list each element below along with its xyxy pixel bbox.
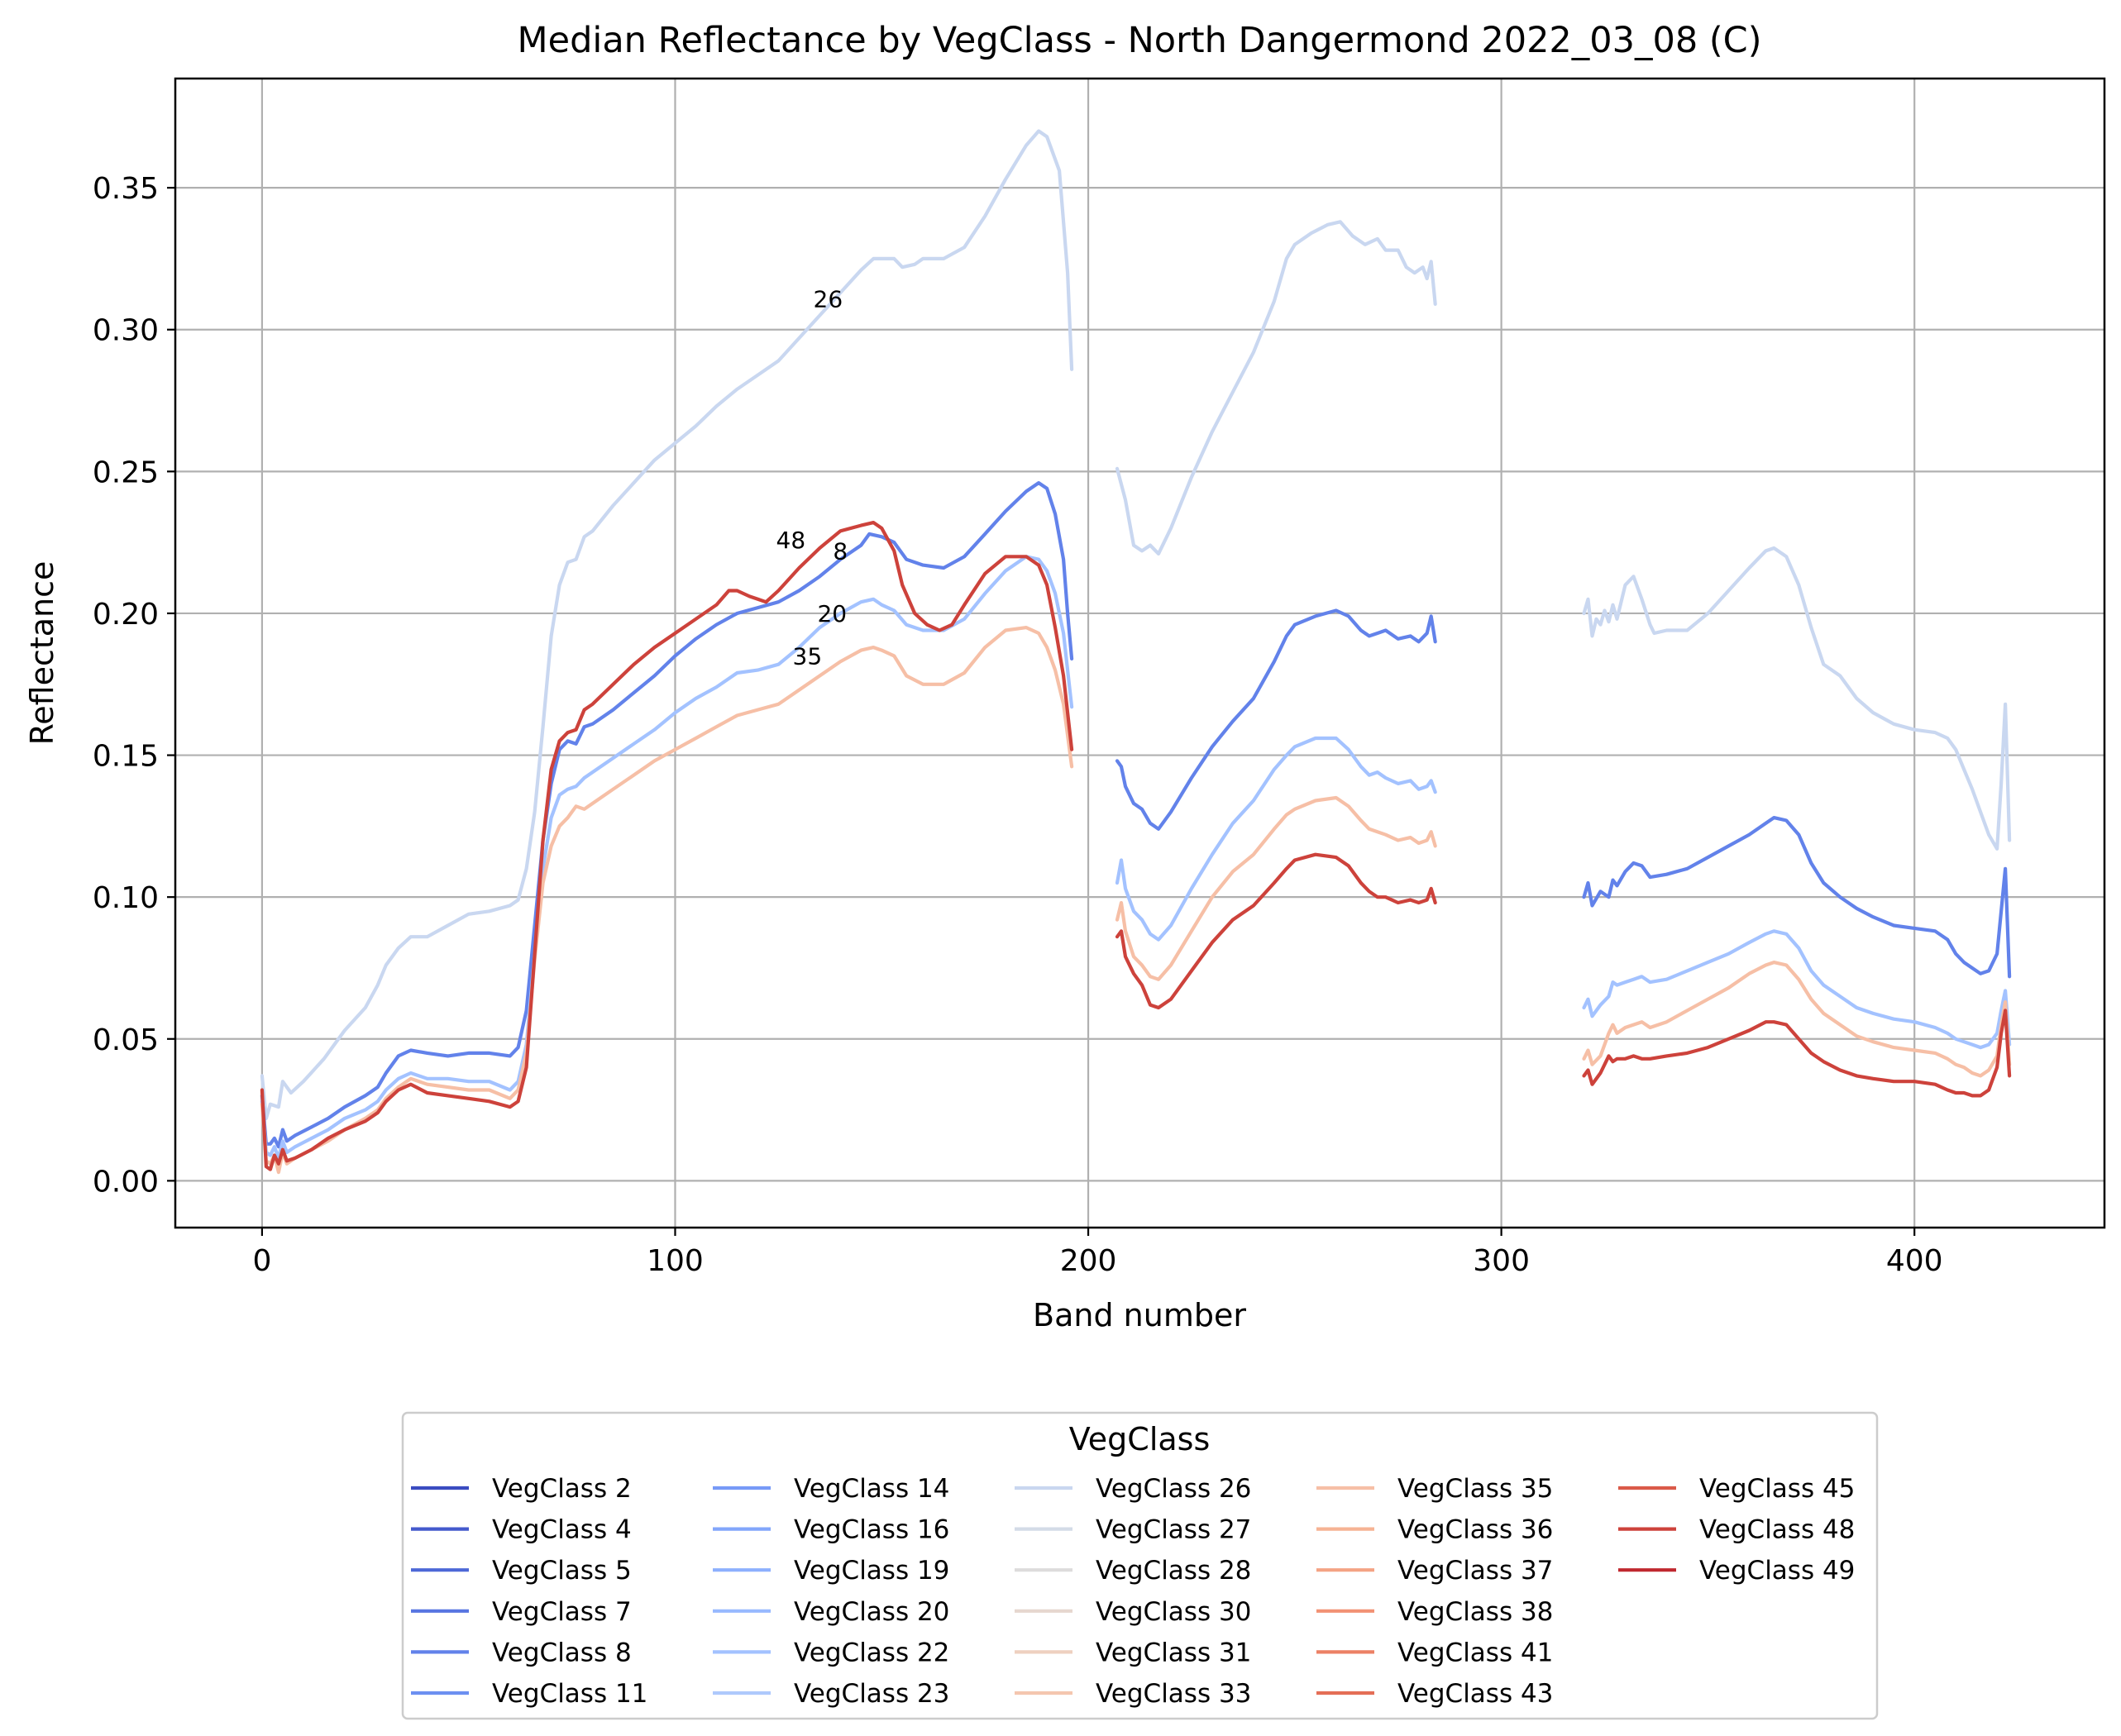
legend-label: VegClass 37 xyxy=(1397,1556,1553,1586)
y-tick-label: 0.20 xyxy=(93,598,159,632)
legend-entry: VegClass 4 xyxy=(411,1515,632,1545)
legend-label: VegClass 35 xyxy=(1397,1474,1553,1504)
legend-entry: VegClass 28 xyxy=(1015,1556,1251,1586)
annotation-label: 26 xyxy=(814,285,843,312)
vegclass-8-line xyxy=(1582,816,2012,979)
legend-title: VegClass xyxy=(1069,1421,1211,1457)
legend-label: VegClass 48 xyxy=(1699,1515,1855,1545)
y-tick-label: 0.15 xyxy=(93,740,159,774)
line-annotations: 26 48 8 20 35 xyxy=(776,285,848,670)
legend-label: VegClass 28 xyxy=(1096,1556,1251,1586)
x-tick-label: 0 xyxy=(252,1244,271,1278)
vegclass-26-line xyxy=(1115,220,1437,556)
legend-box xyxy=(401,1411,1879,1720)
legend-label: VegClass 27 xyxy=(1096,1515,1251,1545)
legend-label: VegClass 19 xyxy=(794,1556,949,1586)
legend-entry: VegClass 43 xyxy=(1316,1679,1553,1709)
legend-entry: VegClass 41 xyxy=(1316,1638,1553,1667)
legend-label: VegClass 8 xyxy=(492,1638,632,1667)
legend-entry: VegClass 49 xyxy=(1618,1556,1855,1586)
legend-label: VegClass 41 xyxy=(1397,1638,1553,1667)
plot-frame xyxy=(174,77,2106,1229)
legend-entry: VegClass 31 xyxy=(1015,1638,1251,1667)
legend-entry: VegClass 11 xyxy=(411,1679,647,1709)
y-tick-label: 0.05 xyxy=(93,1023,159,1057)
legend-entry: VegClass 48 xyxy=(1618,1515,1855,1545)
legend-label: VegClass 45 xyxy=(1699,1474,1855,1504)
chart-title: Median Reflectance by VegClass - North D… xyxy=(518,20,1762,61)
legend-entry: VegClass 45 xyxy=(1618,1474,1855,1504)
legend-entry: VegClass 5 xyxy=(411,1556,632,1586)
legend-label: VegClass 4 xyxy=(492,1515,632,1545)
legend-label: VegClass 36 xyxy=(1397,1515,1553,1545)
legend-entry: VegClass 37 xyxy=(1316,1556,1553,1586)
x-tick-label: 400 xyxy=(1886,1244,1943,1278)
legend-entry: VegClass 23 xyxy=(713,1679,949,1709)
y-tick-label: 0.10 xyxy=(93,881,159,915)
legend-entry: VegClass 2 xyxy=(411,1474,632,1504)
legend-label: VegClass 16 xyxy=(794,1515,949,1545)
legend-entry: VegClass 38 xyxy=(1316,1597,1553,1627)
vegclass-26-line xyxy=(1582,546,2012,851)
series-lines xyxy=(260,129,2012,1175)
vegclass-8-line xyxy=(260,481,1074,1149)
y-tick-label: 0.30 xyxy=(93,314,159,348)
legend-label: VegClass 20 xyxy=(794,1597,949,1627)
legend-label: VegClass 38 xyxy=(1397,1597,1553,1627)
annotation-label: 20 xyxy=(817,600,847,627)
legend-label: VegClass 30 xyxy=(1096,1597,1251,1627)
legend-entry: VegClass 14 xyxy=(713,1474,949,1504)
legend-label: VegClass 7 xyxy=(492,1597,632,1627)
annotation-label: 8 xyxy=(833,538,848,565)
legend-entry: VegClass 16 xyxy=(713,1515,949,1545)
legend-label: VegClass 14 xyxy=(794,1474,949,1504)
x-tick-label: 300 xyxy=(1473,1244,1530,1278)
legend-entry: VegClass 22 xyxy=(713,1638,949,1667)
legend-label: VegClass 31 xyxy=(1096,1638,1251,1667)
vegclass-20-line xyxy=(1115,736,1437,942)
vegclass-20-line xyxy=(1582,929,2012,1050)
legend-entry: VegClass 35 xyxy=(1316,1474,1553,1504)
legend-label: VegClass 26 xyxy=(1096,1474,1251,1504)
legend-label: VegClass 43 xyxy=(1397,1679,1553,1709)
legend-label: VegClass 49 xyxy=(1699,1556,1855,1586)
legend-entries: VegClass 2 VegClass 4 VegClass 5 VegClass 7… xyxy=(411,1474,1855,1709)
vegclass-48-line xyxy=(1115,852,1437,1010)
legend-entry: VegClass 26 xyxy=(1015,1474,1251,1504)
legend-entry: VegClass 7 xyxy=(411,1597,632,1627)
x-tick-label: 200 xyxy=(1060,1244,1117,1278)
legend-label: VegClass 11 xyxy=(492,1679,647,1709)
legend-label: VegClass 5 xyxy=(492,1556,632,1586)
grid-lines xyxy=(175,79,2104,1228)
annotation-label: 35 xyxy=(793,643,823,670)
vegclass-26-line xyxy=(260,129,1074,1120)
legend-entry: VegClass 8 xyxy=(411,1638,632,1667)
legend-label: VegClass 2 xyxy=(492,1474,632,1504)
legend-label: VegClass 33 xyxy=(1096,1679,1251,1709)
y-tick-label: 0.35 xyxy=(93,172,159,206)
vegclass-8-line xyxy=(1115,608,1437,831)
x-axis-label: Band number xyxy=(1033,1297,1246,1333)
legend-entry: VegClass 33 xyxy=(1015,1679,1251,1709)
x-axis-ticks: 0 100 200 300 400 xyxy=(252,1228,1943,1278)
legend-entry: VegClass 30 xyxy=(1015,1597,1251,1627)
vegclass-35-line xyxy=(1582,961,2012,1078)
legend-entry: VegClass 20 xyxy=(713,1597,949,1627)
vegclass-48-line xyxy=(1582,1009,2012,1098)
legend-label: VegClass 23 xyxy=(794,1679,949,1709)
legend-entry: VegClass 19 xyxy=(713,1556,949,1586)
annotation-label: 48 xyxy=(776,527,806,554)
legend-label: VegClass 22 xyxy=(794,1638,949,1667)
legend-entry: VegClass 27 xyxy=(1015,1515,1251,1545)
y-axis-label: Reflectance xyxy=(24,561,60,746)
y-tick-label: 0.00 xyxy=(93,1165,159,1199)
vegclass-48-line xyxy=(260,521,1074,1171)
vegclass-35-line xyxy=(1115,795,1437,981)
legend-entry: VegClass 36 xyxy=(1316,1515,1553,1545)
y-axis-ticks: 0.00 0.05 0.10 0.15 0.20 0.25 0.30 0.35 xyxy=(93,172,175,1199)
y-tick-label: 0.25 xyxy=(93,455,159,489)
x-tick-label: 100 xyxy=(647,1244,704,1278)
